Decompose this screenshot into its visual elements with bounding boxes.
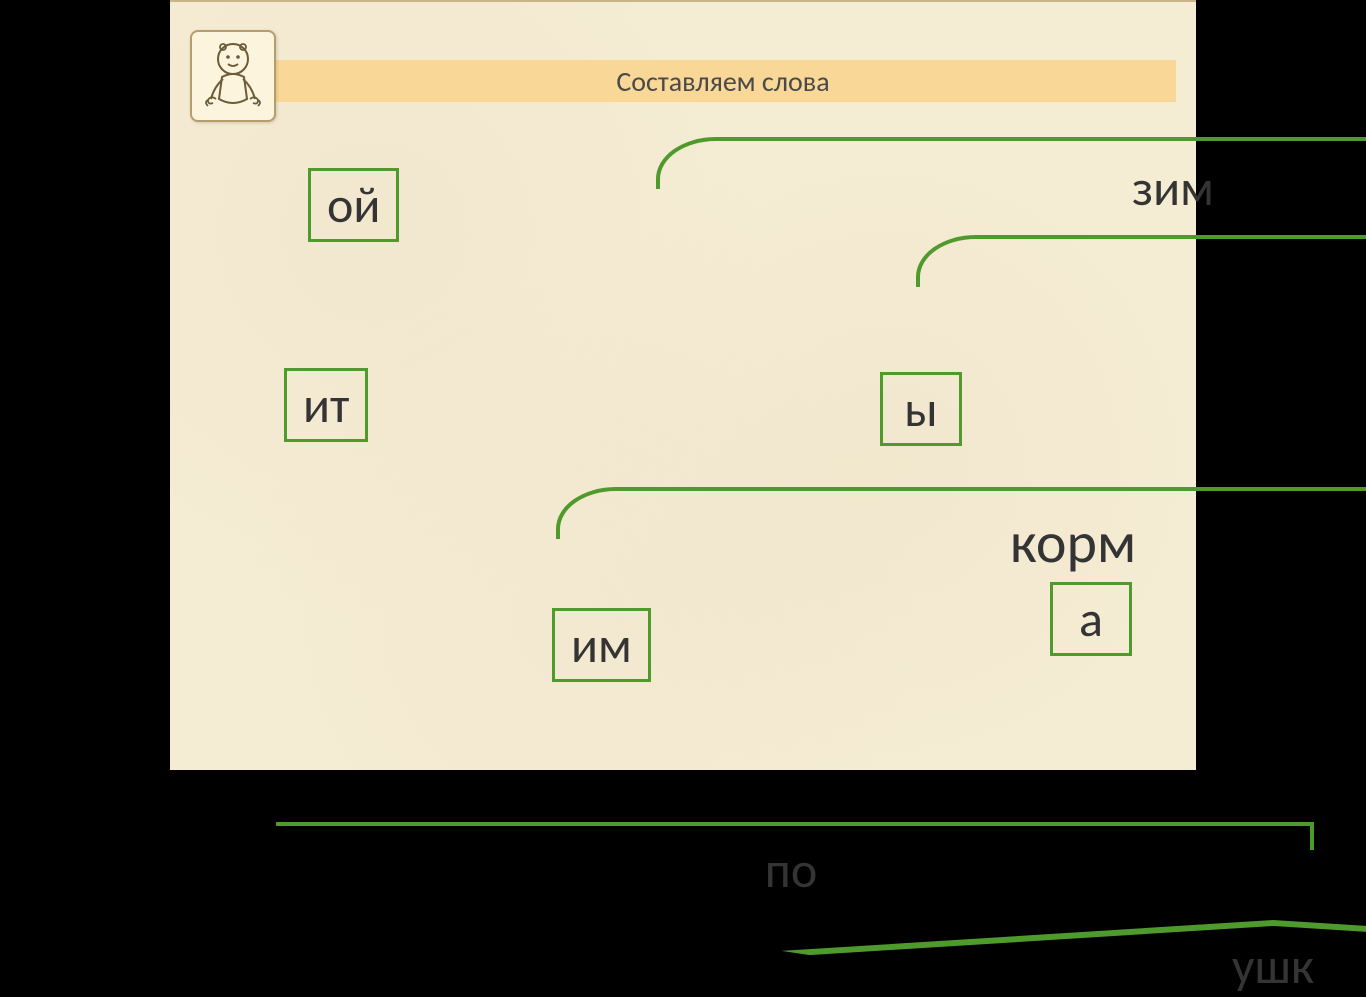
suffix-hat <box>754 914 1366 950</box>
header: Составляем слова <box>170 22 1196 112</box>
ending-a: а <box>1050 582 1132 656</box>
ending-it: ит <box>284 368 368 442</box>
root-arc <box>656 137 1366 189</box>
title-bar: Составляем слова <box>270 60 1176 102</box>
ending-y: ы <box>880 372 962 446</box>
prefix-bracket <box>276 822 1314 850</box>
ending-oy: ой <box>308 168 399 242</box>
prefix-po: по <box>278 816 1304 896</box>
root-zim: зим <box>660 134 1366 214</box>
root-arc <box>556 487 1366 539</box>
root-ptits: птиц <box>920 232 1366 312</box>
ending-im: им <box>552 608 651 682</box>
suffix-ushk: ушк <box>760 912 1366 992</box>
root-arc <box>916 235 1366 287</box>
slide-canvas: Составляем слова ой зим птиц <box>170 0 1196 770</box>
character-icon <box>190 30 276 122</box>
root-korm: корм <box>560 484 1366 572</box>
title-text: Составляем слова <box>616 64 829 99</box>
